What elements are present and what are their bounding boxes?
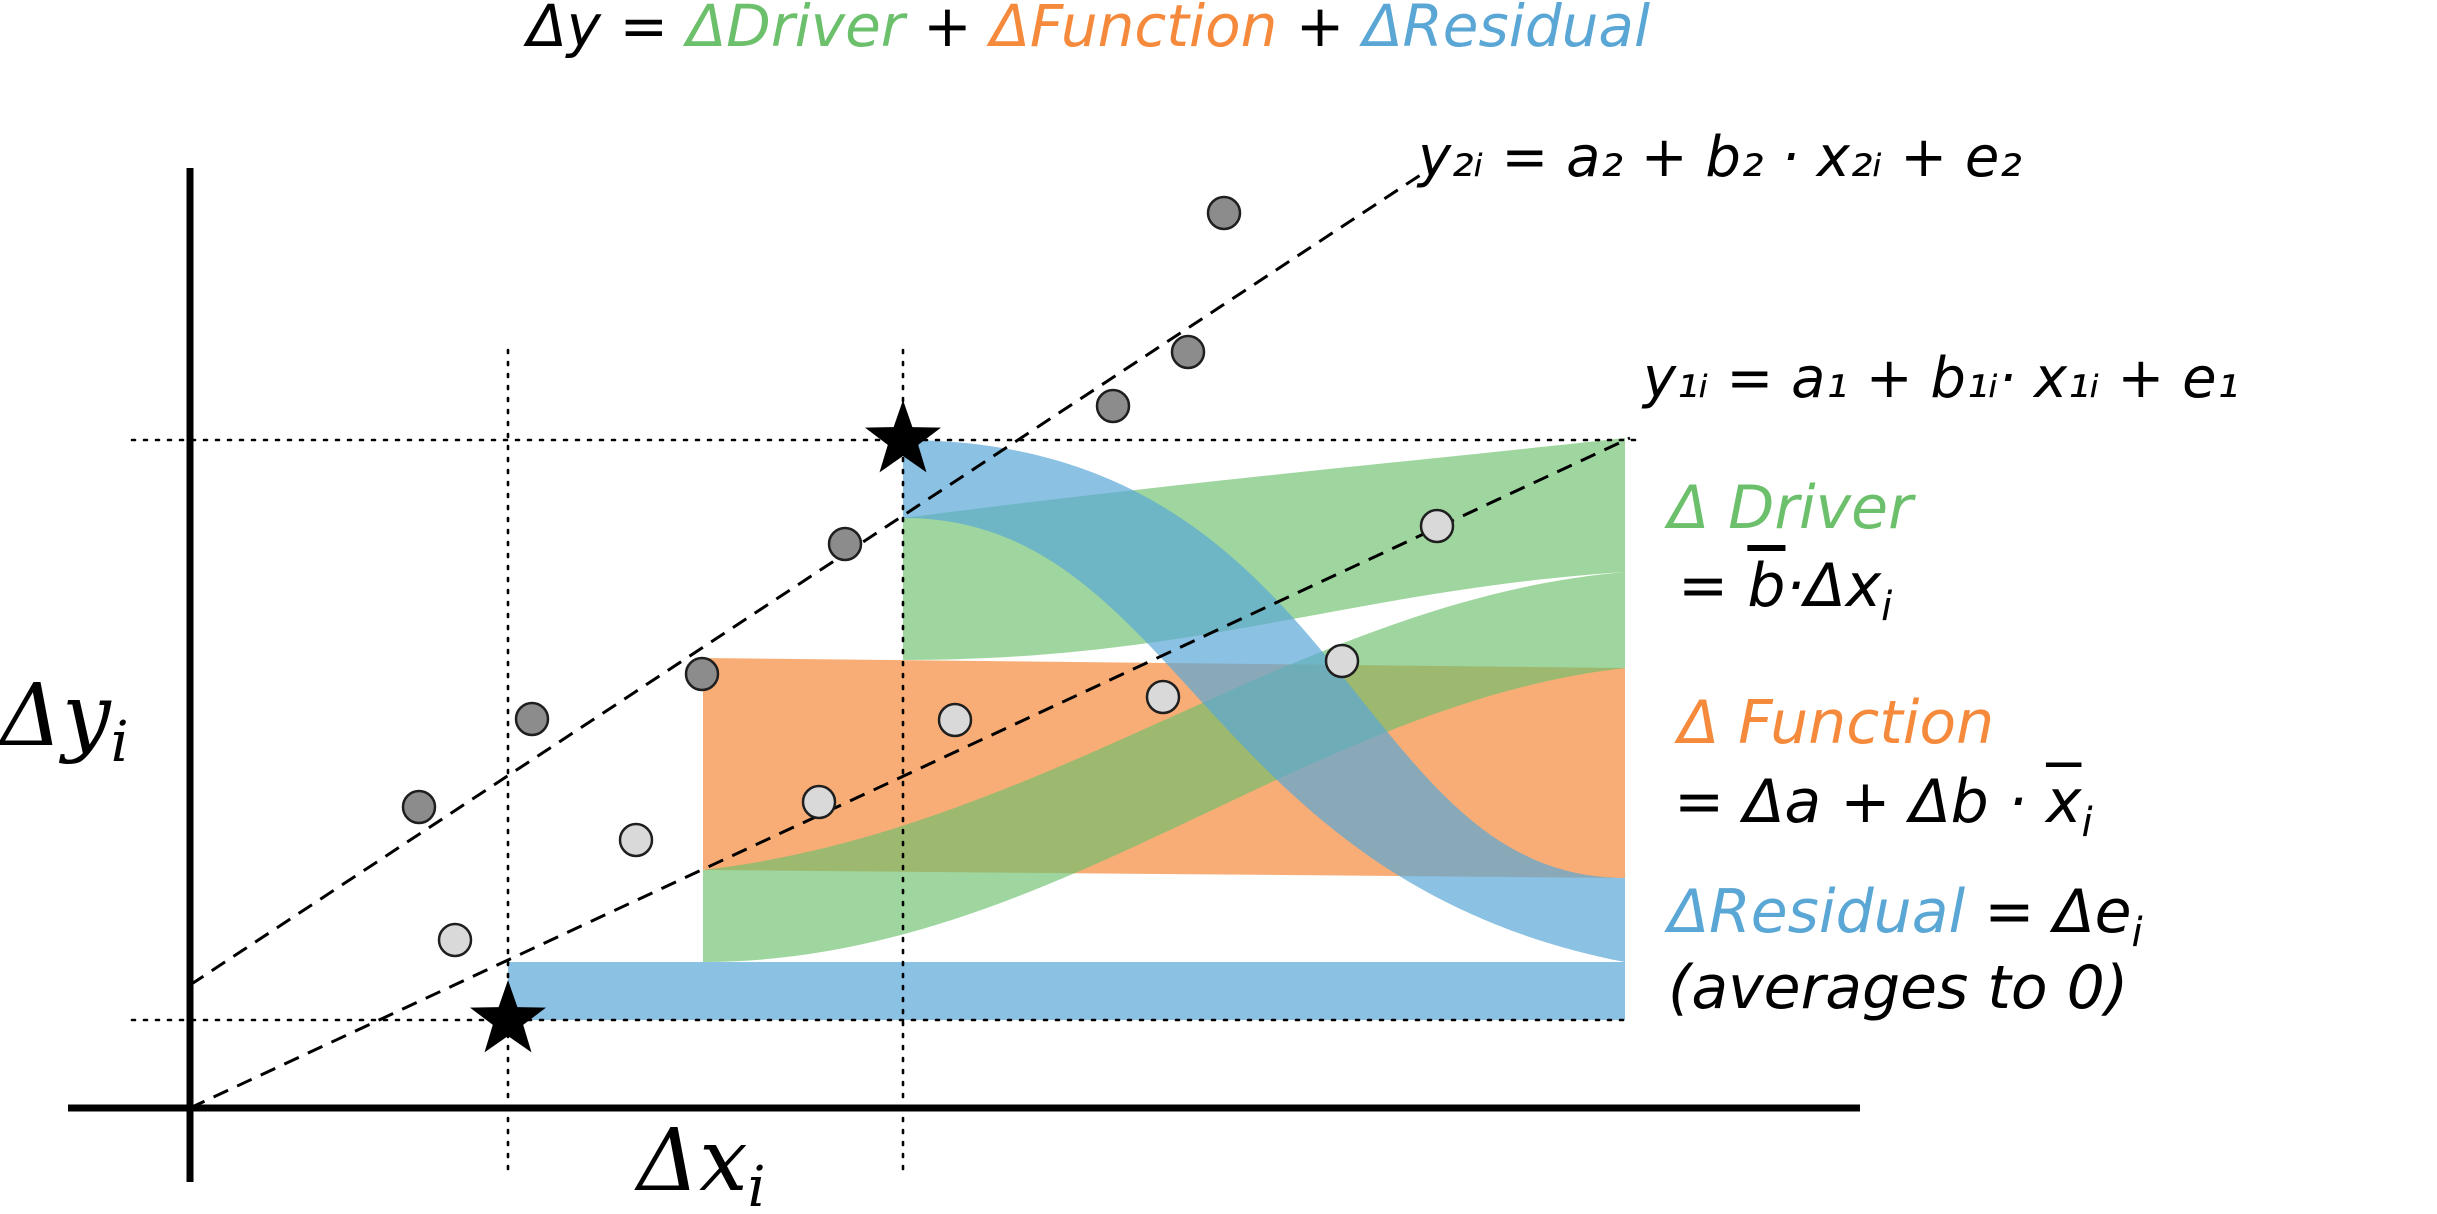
flow-bands — [508, 438, 1625, 1020]
star-icon — [865, 400, 941, 473]
title-function: ΔFunction — [986, 0, 1277, 60]
legend-function-eq-b: x — [2044, 767, 2082, 837]
legend-driver-title: Δ Driver — [1664, 473, 1916, 543]
residual-band-base — [508, 962, 1625, 1020]
legend-driver-eq-a: = — [1678, 551, 1747, 621]
x-axis-label-main: Δx — [634, 1111, 748, 1211]
driver-band-upper — [903, 438, 1625, 660]
line-2-equation: y₂ᵢ = a₂ + b₂ · x₂ᵢ + e₂ — [1416, 125, 2022, 190]
data-point — [437, 922, 473, 958]
regression-line-2 — [189, 170, 1426, 987]
legend-function-eq-sub: i — [2081, 800, 2092, 846]
legend-driver-eq-sub: i — [1881, 584, 1892, 630]
title-plus-1: + — [905, 0, 990, 60]
legend-residual-eq-sub: i — [2132, 910, 2143, 956]
title-plus-2: + — [1277, 0, 1362, 60]
title-equation: Δy = ΔDriver + ΔFunction + ΔResidual — [523, 0, 1650, 60]
line-1-equation: y₁ᵢ = a₁ + b₁ᵢ· x₁ᵢ + e₁ — [1641, 346, 2239, 411]
residual-band-curve — [903, 440, 1625, 962]
legend-driver-eq-c: ·Δx — [1785, 551, 1881, 621]
data-point — [937, 702, 973, 738]
data-point — [1095, 388, 1131, 424]
y-axis-label-main: Δy — [0, 666, 112, 766]
x-axis-label: Δxi — [634, 1111, 766, 1214]
legend-function-title: Δ Function — [1674, 688, 1994, 758]
title-residual: ΔResidual — [1359, 0, 1650, 60]
x-axis-label-sub: i — [748, 1155, 766, 1214]
data-point — [1206, 195, 1242, 231]
y-axis-label-sub: i — [111, 710, 129, 775]
y-axis-label: Δyi — [0, 666, 129, 775]
data-point — [1419, 508, 1455, 544]
data-point — [801, 784, 837, 820]
data-point — [827, 526, 863, 562]
driver-band-lower — [703, 572, 1625, 962]
points-series-1 — [437, 508, 1455, 958]
legend-residual-equation: ΔResidual = Δei — [1664, 877, 2143, 956]
star-icon — [470, 980, 546, 1053]
data-point — [684, 656, 720, 692]
title-delta-y: Δy — [523, 0, 602, 60]
data-point — [401, 789, 437, 825]
data-point — [514, 701, 550, 737]
legend-function-equation: = Δa + Δb · xi — [1674, 767, 2093, 846]
data-point — [1170, 334, 1206, 370]
legend-residual-eq-a: = Δe — [1965, 877, 2131, 947]
legend-driver-equation: = b·Δxi — [1678, 551, 1892, 630]
data-point — [618, 822, 654, 858]
points-series-2 — [401, 195, 1242, 825]
legend-driver-eq-b: b — [1747, 551, 1785, 621]
legend-residual-title: ΔResidual — [1664, 877, 1965, 947]
legend-residual-note: (averages to 0) — [1668, 953, 2128, 1023]
title-equals: = — [601, 0, 686, 60]
title-driver: ΔDriver — [683, 0, 908, 60]
regression-line-1 — [189, 436, 1631, 1110]
legend-function-eq-a: = Δa + Δb · — [1674, 767, 2046, 837]
data-point — [1324, 643, 1360, 679]
data-point — [1145, 679, 1181, 715]
